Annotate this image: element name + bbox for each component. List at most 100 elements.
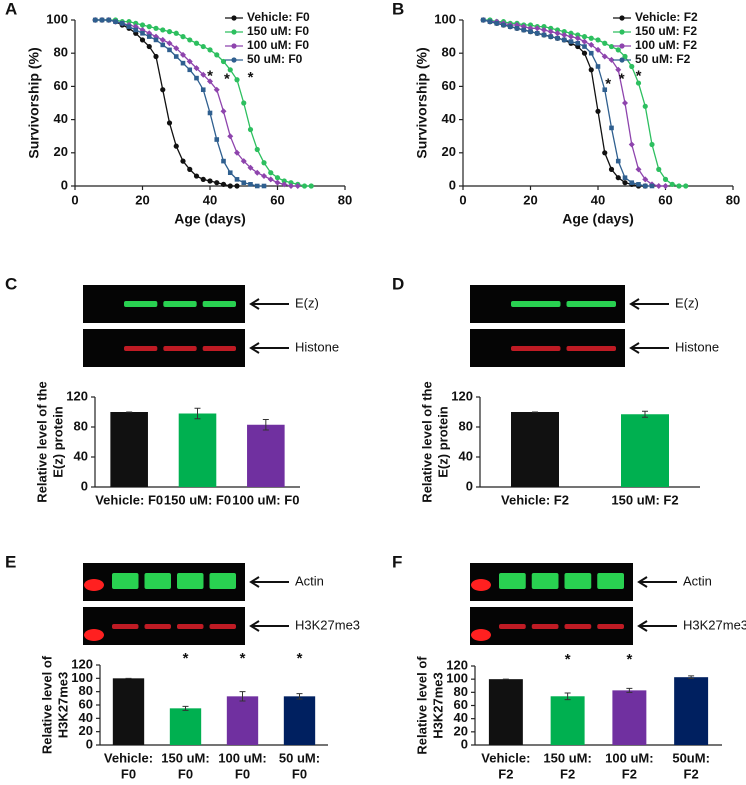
point xyxy=(601,53,608,60)
point xyxy=(166,29,173,35)
point xyxy=(554,27,561,33)
point xyxy=(227,170,233,176)
blot-band xyxy=(124,301,158,307)
significance-star: * xyxy=(619,71,625,88)
point xyxy=(139,22,146,28)
blot-band xyxy=(511,301,561,307)
point xyxy=(521,27,527,33)
error-bar xyxy=(688,675,695,680)
legend-marker xyxy=(619,57,625,63)
x-tick-label: F0 xyxy=(235,766,250,781)
y-tick-label: 100 xyxy=(434,11,456,26)
blot-band xyxy=(177,624,204,629)
y-tick-label: 120 xyxy=(71,656,93,671)
blot-band xyxy=(112,573,139,589)
point xyxy=(528,29,533,34)
point xyxy=(541,26,547,33)
significance-star: * xyxy=(565,651,571,668)
y-tick-label: 40 xyxy=(442,111,456,126)
point xyxy=(501,22,506,28)
blot-band xyxy=(564,624,592,629)
y-axis-label: Relative level of xyxy=(414,656,429,755)
point xyxy=(662,183,669,189)
point xyxy=(227,67,233,73)
point xyxy=(548,25,554,31)
y-tick-label: 0 xyxy=(449,177,456,192)
y-tick-label: 20 xyxy=(54,144,68,159)
y-axis-label: Survivorship (%) xyxy=(26,47,42,158)
point xyxy=(608,56,615,63)
legend-marker xyxy=(231,29,237,35)
significance-star: * xyxy=(224,71,230,88)
panel-letter: C xyxy=(5,274,17,293)
point xyxy=(608,166,615,172)
point xyxy=(622,53,628,60)
blot-label: H3K27me3 xyxy=(683,617,746,632)
legend-marker xyxy=(231,57,237,63)
y-tick-label: 80 xyxy=(74,418,88,433)
point xyxy=(234,177,240,182)
blot-band xyxy=(202,346,236,351)
x-tick-label: 50uM: xyxy=(672,750,710,765)
point xyxy=(126,24,132,29)
blot-band xyxy=(531,624,559,629)
point xyxy=(248,182,253,187)
point xyxy=(676,183,682,189)
point xyxy=(274,175,281,181)
point xyxy=(615,158,621,164)
y-tick-label: 40 xyxy=(454,710,468,725)
y-tick-label: 0 xyxy=(61,177,68,192)
significance-star: * xyxy=(636,67,642,84)
point xyxy=(288,180,294,186)
ladder-band xyxy=(471,579,491,591)
point xyxy=(267,176,274,183)
ladder-band xyxy=(84,579,104,591)
point xyxy=(308,183,314,189)
point xyxy=(541,32,547,38)
point xyxy=(214,137,220,142)
point xyxy=(656,166,662,172)
point xyxy=(615,47,621,53)
x-tick-label: 100 uM: xyxy=(218,750,266,765)
blot-band xyxy=(566,301,616,307)
blot-band xyxy=(499,624,526,629)
bar xyxy=(110,412,148,487)
bar xyxy=(178,413,217,487)
x-tick-label: F2 xyxy=(560,766,575,781)
panel-letter: D xyxy=(392,274,404,293)
point xyxy=(166,40,173,47)
blot-band xyxy=(209,573,236,589)
point xyxy=(588,50,594,56)
panel-letter: F xyxy=(392,552,402,571)
point xyxy=(200,87,206,93)
point xyxy=(261,183,267,189)
point xyxy=(622,180,628,186)
arrow xyxy=(249,620,289,632)
point xyxy=(241,100,247,106)
legend-label: 150 uM: F0 xyxy=(247,24,309,38)
y-tick-label: 0 xyxy=(81,478,88,493)
y-tick-label: 100 xyxy=(71,670,93,685)
point xyxy=(288,183,294,189)
point xyxy=(655,183,662,189)
panel-letter: E xyxy=(5,552,16,571)
point xyxy=(595,37,601,43)
blot-band xyxy=(511,346,561,351)
y-tick-label: 20 xyxy=(454,723,468,738)
x-tick-label: Vehicle: F0 xyxy=(95,492,163,507)
x-tick-label: F2 xyxy=(684,766,699,781)
point xyxy=(588,35,594,41)
point xyxy=(200,176,206,182)
x-tick-label: 80 xyxy=(338,192,352,207)
point xyxy=(106,17,112,23)
point xyxy=(234,149,240,156)
y-axis-label: E(z) protein xyxy=(50,406,65,478)
point xyxy=(581,50,588,56)
point xyxy=(588,41,595,48)
ladder-band xyxy=(84,629,104,641)
point xyxy=(166,120,173,126)
point xyxy=(642,183,648,189)
x-tick-label: 40 xyxy=(203,192,217,207)
survival-line xyxy=(95,19,264,187)
point xyxy=(180,34,186,40)
